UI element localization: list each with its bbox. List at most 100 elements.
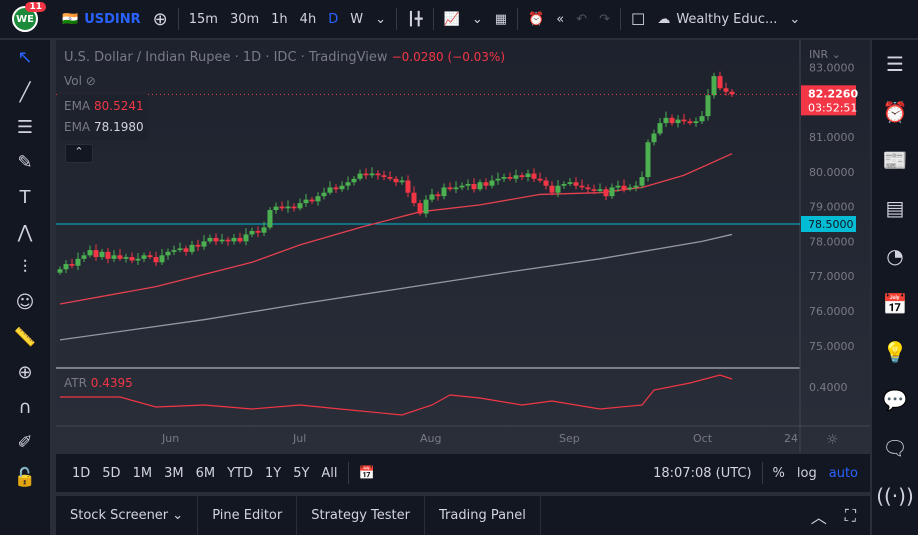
candle-body xyxy=(447,187,453,190)
collapse-legend-button[interactable]: ⌃ xyxy=(65,144,93,163)
chevron-down-icon[interactable]: ⌄ xyxy=(789,11,801,27)
tab-pine-editor[interactable]: Pine Editor xyxy=(198,496,298,535)
candle-body xyxy=(477,182,483,190)
candle-body xyxy=(633,185,639,188)
comments-icon[interactable]: 🗨 xyxy=(882,436,908,460)
maximize-icon[interactable]: ⛶ xyxy=(844,505,856,525)
candle-body xyxy=(567,182,573,184)
chart-pane[interactable]: INR ⌄ 83.0000 81.0000 80.0000 79.0000 78.0000… xyxy=(56,40,870,452)
eye-off-icon[interactable]: ⊘ xyxy=(85,74,96,88)
candle-body xyxy=(363,173,369,176)
atr-tick: 0.4000 xyxy=(809,381,848,394)
range-1m[interactable]: 1M xyxy=(132,465,153,481)
calendar-icon[interactable]: 📅 xyxy=(882,292,908,316)
layouts-grid-icon[interactable]: ▦ xyxy=(494,11,508,27)
lock-icon[interactable]: 🔓 xyxy=(13,467,37,488)
candle-body xyxy=(147,255,153,258)
interval-4h[interactable]: 4h xyxy=(299,11,317,27)
candle-body xyxy=(99,251,105,258)
candle-body xyxy=(141,255,147,259)
compare-plus-icon[interactable]: ⊕ xyxy=(152,8,168,30)
layout-name[interactable]: Wealthy Educ... xyxy=(676,11,778,27)
range-all[interactable]: All xyxy=(321,465,338,481)
symbol-search[interactable]: USDINR xyxy=(84,11,141,27)
range-5y[interactable]: 5Y xyxy=(293,465,310,481)
magnet-icon[interactable]: ∩ xyxy=(18,397,32,418)
candle-body xyxy=(579,185,585,188)
user-avatar[interactable]: WE 11 xyxy=(12,2,46,32)
candle-body xyxy=(531,173,537,179)
chevron-up-icon[interactable]: ︿ xyxy=(810,507,827,527)
candle-body xyxy=(705,95,711,117)
lock-drawings-icon[interactable]: ✐ xyxy=(17,432,33,453)
indicators-icon[interactable]: 📈 xyxy=(443,11,460,27)
interval-1h[interactable]: 1h xyxy=(271,11,288,27)
horizontal-lines-icon[interactable]: ☰ xyxy=(16,117,34,138)
goto-date-icon[interactable]: 📅 xyxy=(358,465,375,481)
interval-30m[interactable]: 30m xyxy=(229,11,260,27)
right-sidebar: ☰ ⏰ 📰 ▤ ◔ 📅 💡 💬 🗨 ((·)) xyxy=(872,40,918,535)
ruler-icon[interactable]: 📏 xyxy=(13,327,37,348)
candle-body xyxy=(555,185,561,193)
candle-body xyxy=(393,178,399,183)
drawing-toolbar: ↖ ╱ ☰ ✎ T ⋀ ⫶ ☺ 📏 ⊕ ∩ ✐ 🔓 xyxy=(0,40,50,535)
emoji-icon[interactable]: ☺ xyxy=(15,292,35,313)
range-6m[interactable]: 6M xyxy=(195,465,216,481)
tab-trading-panel[interactable]: Trading Panel xyxy=(425,496,541,535)
pattern-icon[interactable]: ⋀ xyxy=(17,222,33,243)
watchlist-icon[interactable]: ☰ xyxy=(886,52,904,76)
forecast-icon[interactable]: ⫶ xyxy=(22,257,28,278)
chart-svg[interactable]: INR ⌄83.0000 81.0000 80.0000 79.0000 78.0000… xyxy=(56,40,870,452)
candle-body xyxy=(219,239,225,242)
trend-line-icon[interactable]: ╱ xyxy=(19,82,31,103)
candle-body xyxy=(501,177,507,179)
candle-body xyxy=(285,206,291,209)
replay-icon[interactable]: « xyxy=(556,11,565,27)
hotlist-icon[interactable]: ▤ xyxy=(885,196,905,220)
log-toggle[interactable]: log xyxy=(796,465,817,481)
candle-body xyxy=(207,237,213,242)
ideas-lightbulb-icon[interactable]: 💡 xyxy=(882,340,908,364)
interval-15m[interactable]: 15m xyxy=(188,11,218,27)
candle-body xyxy=(69,264,75,266)
redo-icon[interactable]: ↷ xyxy=(599,11,610,27)
zoom-in-icon[interactable]: ⊕ xyxy=(17,362,33,383)
alert-icon[interactable]: ⏰ xyxy=(528,11,545,27)
last-price-text: 82.2260 xyxy=(808,87,858,100)
cursor-icon[interactable]: ↖ xyxy=(17,47,33,68)
range-3m[interactable]: 3M xyxy=(164,465,184,481)
candle-body xyxy=(279,206,285,209)
chat-icon[interactable]: 💬 xyxy=(882,388,908,412)
range-5d[interactable]: 5D xyxy=(102,465,121,481)
interval-d[interactable]: D xyxy=(328,11,339,27)
candle-body xyxy=(303,199,309,204)
utc-clock[interactable]: 18:07:08 (UTC) xyxy=(653,465,752,481)
candle-body xyxy=(225,239,231,242)
candle-body xyxy=(603,189,609,197)
range-1d[interactable]: 1D xyxy=(72,465,91,481)
percent-toggle[interactable]: % xyxy=(772,465,785,481)
fullscreen-square-icon[interactable]: ☐ xyxy=(630,9,646,29)
news-icon[interactable]: 📰 xyxy=(882,148,908,172)
broadcast-icon[interactable]: ((·)) xyxy=(876,484,914,508)
candles-icon[interactable]: ┃╋ xyxy=(406,11,423,27)
alarm-clock-icon[interactable]: ⏰ xyxy=(882,100,908,124)
text-icon[interactable]: T xyxy=(19,187,31,208)
price-tick: 75.0000 xyxy=(809,340,855,353)
candle-body xyxy=(489,180,495,186)
tab-strategy-tester[interactable]: Strategy Tester xyxy=(297,496,425,535)
data-window-icon[interactable]: ◔ xyxy=(886,244,904,268)
chevron-down-icon[interactable]: ⌄ xyxy=(471,11,483,27)
interval-w[interactable]: W xyxy=(350,11,364,27)
undo-icon[interactable]: ↶ xyxy=(576,11,588,27)
chevron-down-icon[interactable]: ⌄ xyxy=(375,11,386,27)
price-tick: 76.0000 xyxy=(809,305,855,318)
candle-body xyxy=(651,133,657,143)
range-1y[interactable]: 1Y xyxy=(264,465,282,481)
brush-icon[interactable]: ✎ xyxy=(17,152,33,173)
range-ytd[interactable]: YTD xyxy=(227,465,253,481)
tab-stock-screener[interactable]: Stock Screener ⌄ xyxy=(56,496,199,535)
candle-body xyxy=(153,257,159,263)
candle-body xyxy=(549,185,555,193)
auto-toggle[interactable]: auto xyxy=(828,465,858,481)
